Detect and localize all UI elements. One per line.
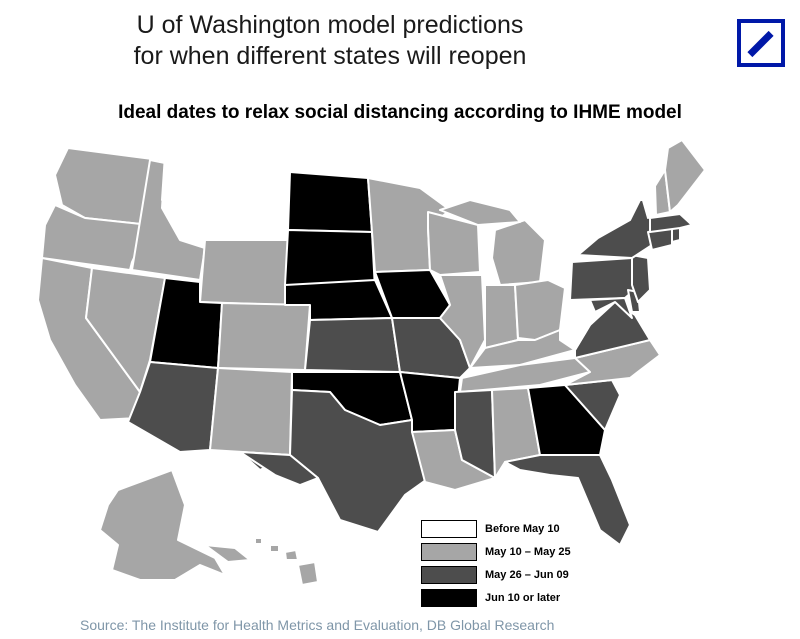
state-MT [161,154,291,241]
legend-swatch [421,565,477,584]
state-TX-west [239,451,319,486]
state-HI [254,537,319,586]
state-NC [564,339,661,386]
state-MD [589,297,633,319]
state-MI-up [439,199,521,226]
legend-item: May 26 – Jun 09 [421,564,571,585]
deutsche-bank-logo-icon [737,19,785,67]
state-FL [504,454,631,546]
state-ND [287,171,373,233]
state-IL [439,274,486,369]
state-TX [239,389,441,533]
state-CO [217,302,311,371]
legend-label: Before May 10 [485,522,560,535]
state-WV [559,299,591,351]
legend-swatch [421,542,477,561]
legend-item: Jun 10 or later [421,587,571,608]
source-note: Source: The Institute for Health Metrics… [80,617,555,633]
state-KY [469,329,576,369]
state-KS [304,317,401,373]
state-MS [454,389,496,479]
state-NJ [631,254,651,303]
legend-swatch [421,519,477,538]
title-line-1: U of Washington model predictions [136,11,524,39]
state-WY [199,239,289,306]
legend-item: Before May 10 [421,518,571,539]
legend-label: May 10 – May 25 [485,545,571,558]
title-line-2: for when different states will reopen [133,42,527,70]
state-NY [577,199,653,259]
state-MA [649,213,693,233]
state-RI [671,227,681,243]
legend-item: May 10 – May 25 [421,541,571,562]
state-ME [664,139,706,213]
page-title: U of Washington model predictions for wh… [100,10,560,72]
legend-label: May 26 – Jun 09 [485,568,569,581]
state-MI [491,219,546,286]
state-GA [527,384,606,456]
state-AK [99,469,226,581]
state-NM [209,367,293,456]
state-IN [484,284,519,349]
map-legend: Before May 10 May 10 – May 25 May 26 – J… [421,518,571,610]
state-AK-panhandle [204,544,251,563]
map-subtitle: Ideal dates to relax social distancing a… [118,102,682,123]
state-OR [41,204,151,271]
legend-swatch [421,588,477,607]
legend-label: Jun 10 or later [485,591,561,604]
